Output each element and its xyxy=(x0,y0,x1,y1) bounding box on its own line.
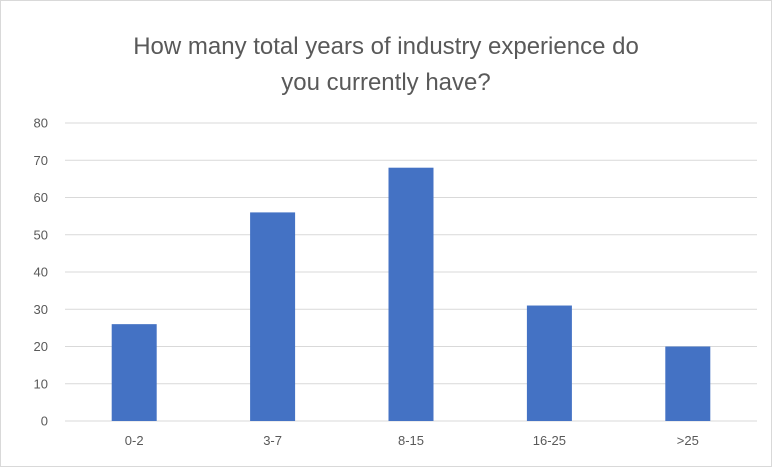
y-tick-label: 80 xyxy=(34,116,48,131)
bar xyxy=(388,167,434,421)
bar xyxy=(111,324,157,421)
x-tick-label: 3-7 xyxy=(263,433,282,448)
y-tick-label: 50 xyxy=(34,227,48,242)
bar xyxy=(526,305,572,421)
x-tick-label: 0-2 xyxy=(125,433,144,448)
y-tick-label: 30 xyxy=(34,302,48,317)
bar xyxy=(665,346,711,421)
bar xyxy=(250,212,296,421)
x-tick-label: 16-25 xyxy=(533,433,566,448)
chart-title: How many total years of industry experie… xyxy=(1,29,771,101)
chart-title-line-1: How many total years of industry experie… xyxy=(133,33,639,60)
y-tick-label: 40 xyxy=(34,265,48,280)
x-tick-label: 8-15 xyxy=(398,433,424,448)
y-tick-label: 0 xyxy=(41,414,48,429)
y-tick-label: 70 xyxy=(34,153,48,168)
chart-title-line-2: you currently have? xyxy=(281,69,491,96)
y-tick-label: 10 xyxy=(34,376,48,391)
x-tick-label: >25 xyxy=(677,433,699,448)
y-tick-label: 20 xyxy=(34,339,48,354)
y-tick-label: 60 xyxy=(34,190,48,205)
